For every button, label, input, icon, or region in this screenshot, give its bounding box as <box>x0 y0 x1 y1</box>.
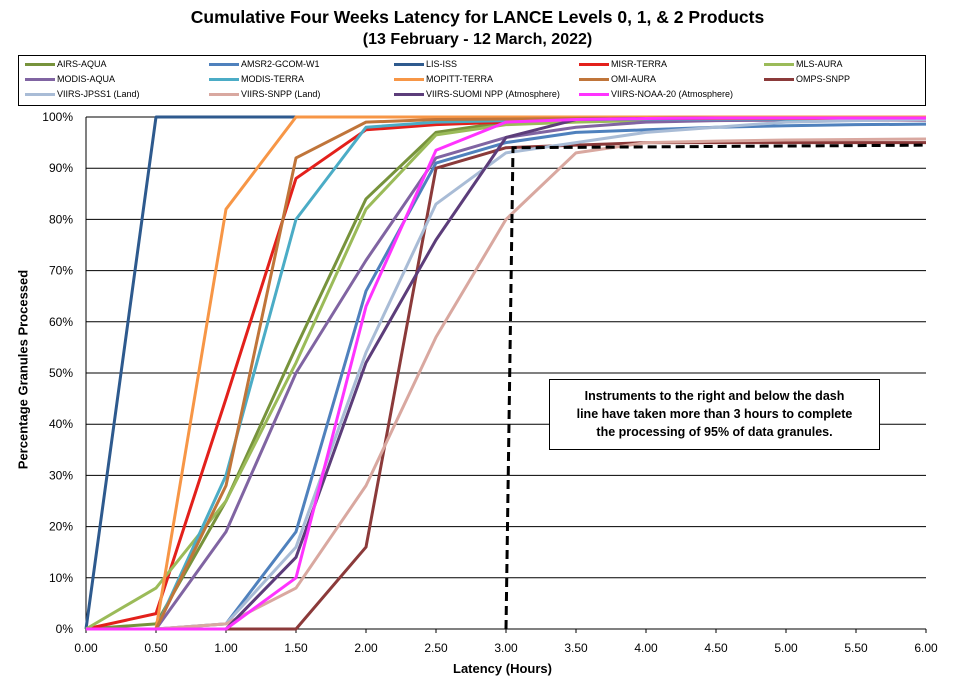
y-axis-label: Percentage Granules Processed <box>15 269 31 470</box>
y-tick-label: 70% <box>49 264 73 278</box>
reference-dash-line <box>504 143 927 630</box>
series-line-viirs-snpp-land- <box>86 137 927 631</box>
y-tick-label: 10% <box>49 571 73 585</box>
legend-label: VIIRS-SNPP (Land) <box>241 89 321 99</box>
y-tick-label: 0% <box>56 622 74 636</box>
legend-swatch <box>579 78 609 81</box>
legend-label: MLS-AURA <box>796 59 843 69</box>
x-tick-label: 0.00 <box>74 641 98 655</box>
legend-label: MOPITT-TERRA <box>426 74 493 84</box>
y-tick-label: 40% <box>49 417 73 431</box>
legend-label: OMPS-SNPP <box>796 74 851 84</box>
y-tick-label: 20% <box>49 520 73 534</box>
x-tick-label: 2.50 <box>424 641 448 655</box>
x-axis-label: Latency (Hours) <box>453 661 552 676</box>
legend-swatch <box>394 63 424 66</box>
legend-label: AIRS-AQUA <box>57 59 107 69</box>
x-tick-label: 3.50 <box>564 641 588 655</box>
x-tick-label: 6.00 <box>914 641 938 655</box>
x-tick-label: 4.50 <box>704 641 728 655</box>
legend-swatch <box>394 93 424 96</box>
legend-swatch <box>764 78 794 81</box>
x-tick-label: 2.00 <box>354 641 378 655</box>
legend-swatch <box>25 93 55 96</box>
y-tick-label: 30% <box>49 468 73 482</box>
legend-swatch <box>209 63 239 66</box>
legend-label: MODIS-AQUA <box>57 74 116 84</box>
legend-label: AMSR2-GCOM-W1 <box>241 59 320 69</box>
y-tick-label: 100% <box>42 110 73 124</box>
x-tick-label: 5.00 <box>774 641 798 655</box>
y-tick-label: 80% <box>49 212 73 226</box>
x-tick-label: 1.00 <box>214 641 238 655</box>
legend-swatch <box>394 78 424 81</box>
legend-label: VIIRS-NOAA-20 (Atmosphere) <box>611 89 734 99</box>
legend-label: MODIS-TERRA <box>241 74 304 84</box>
legend-swatch <box>25 63 55 66</box>
legend-label: MISR-TERRA <box>611 59 667 69</box>
x-tick-label: 0.50 <box>144 641 168 655</box>
annotation-line-3: the processing of 95% of data granules. <box>596 425 833 439</box>
legend-swatch <box>579 63 609 66</box>
legend-label: OMI-AURA <box>611 74 656 84</box>
x-tick-label: 4.00 <box>634 641 658 655</box>
y-tick-label: 60% <box>49 315 73 329</box>
legend-swatch <box>764 63 794 66</box>
annotation-line-1: Instruments to the right and below the d… <box>584 389 845 403</box>
legend-swatch <box>25 78 55 81</box>
x-tick-label: 1.50 <box>284 641 308 655</box>
y-tick-label: 50% <box>49 366 73 380</box>
legend-swatch <box>209 78 239 81</box>
legend-swatch <box>209 93 239 96</box>
chart-title: Cumulative Four Weeks Latency for LANCE … <box>190 7 765 27</box>
legend-label: VIIRS-JPSS1 (Land) <box>57 89 140 99</box>
legend-swatch <box>579 93 609 96</box>
annotation-box: Instruments to the right and below the d… <box>549 379 880 450</box>
legend-label: LIS-ISS <box>426 59 458 69</box>
legend: AIRS-AQUA AMSR2-GCOM-W1 LIS-ISS MISR-TERRA M… <box>18 55 926 106</box>
series-line-viirs-noaa-20-atmosphere- <box>86 116 926 631</box>
x-tick-label: 3.00 <box>494 641 518 655</box>
x-tick-label: 5.50 <box>844 641 868 655</box>
y-tick-label: 90% <box>49 161 73 175</box>
annotation-line-2: line have taken more than 3 hours to com… <box>576 407 853 421</box>
chart-subtitle: (13 February - 12 March, 2022) <box>362 31 593 48</box>
legend-label: VIIRS-SUOMI NPP (Atmosphere) <box>426 89 560 99</box>
